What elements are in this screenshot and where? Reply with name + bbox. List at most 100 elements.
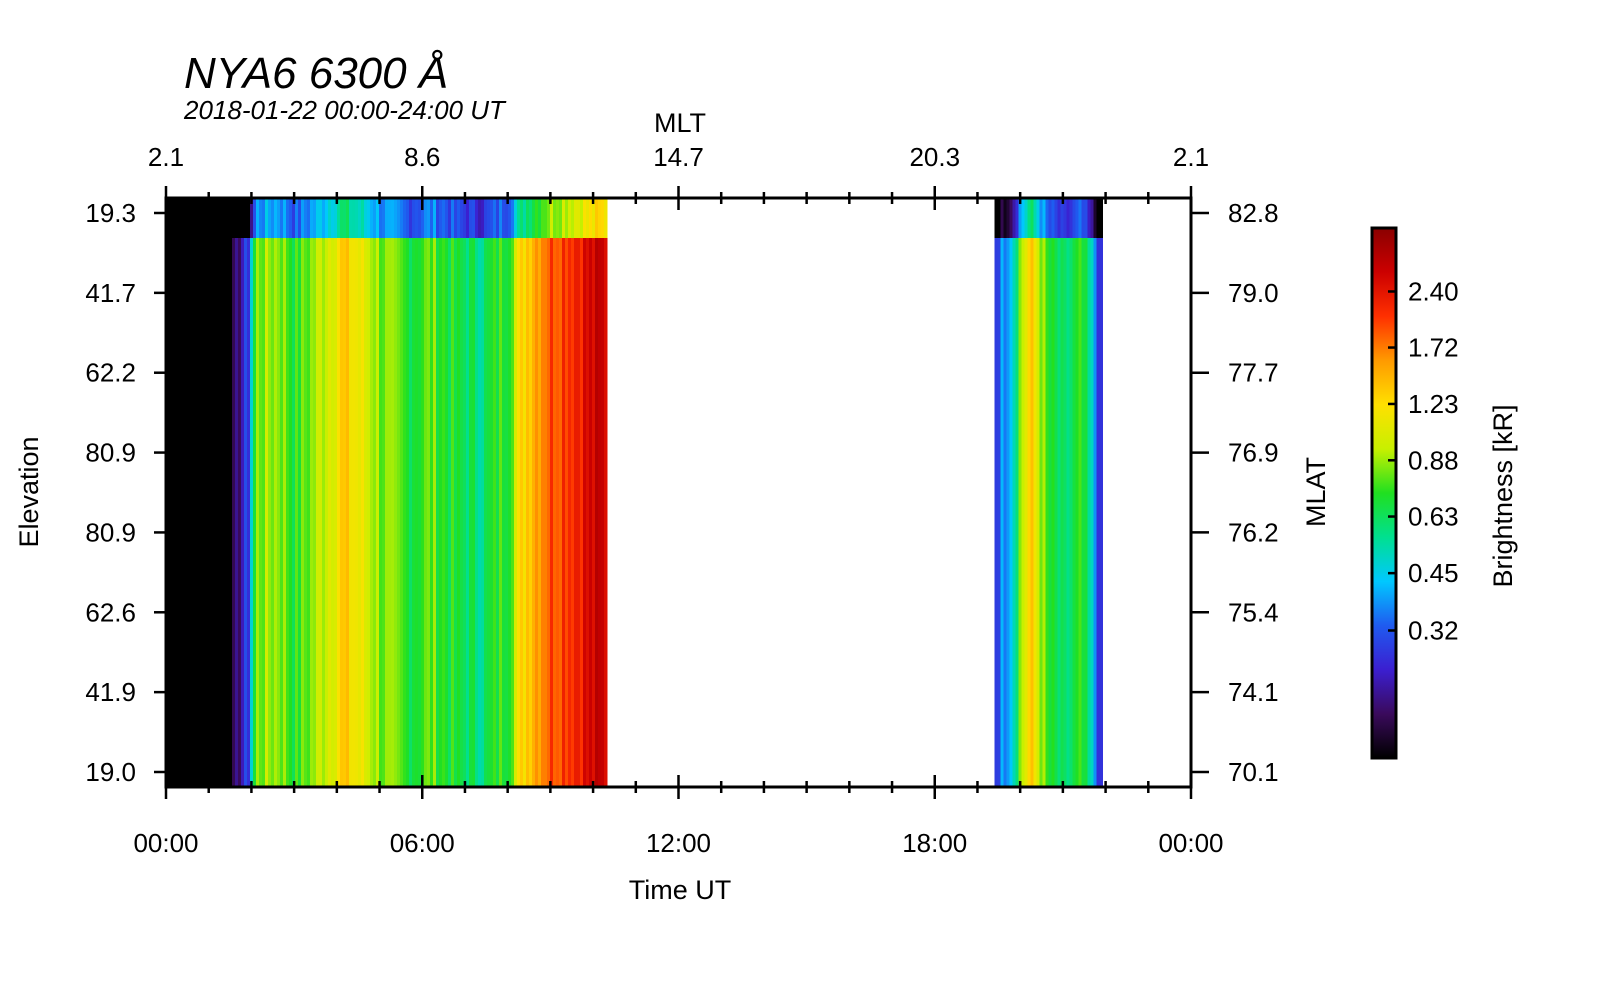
keogram-strip-edge: [445, 198, 449, 238]
keogram-strip: [436, 198, 440, 787]
keogram-strip-edge: [298, 198, 302, 238]
keogram-strip-edge: [1012, 198, 1016, 238]
keogram-strip-edge: [364, 198, 368, 238]
keogram-strip: [184, 198, 188, 787]
keogram-strip: [1078, 198, 1082, 787]
keogram-strip: [196, 198, 200, 787]
keogram-strip: [583, 198, 587, 787]
keogram-strip-edge: [526, 198, 530, 238]
keogram-strip: [283, 198, 287, 787]
keogram-strip-edge: [244, 198, 248, 238]
keogram-strip-edge: [499, 198, 503, 238]
keogram-strip-edge: [406, 198, 410, 238]
keogram-strip-edge: [1048, 198, 1052, 238]
right-axis-title: MLAT: [1301, 457, 1331, 527]
keogram-strip-edge: [604, 198, 608, 238]
keogram-strip: [472, 198, 476, 787]
keogram-strip-edge: [1006, 198, 1010, 238]
right-tick-label: 82.8: [1228, 198, 1279, 228]
keogram-strip-edge: [1078, 198, 1082, 238]
keogram-image: [166, 198, 1103, 787]
colorbar-tick-label: 1.23: [1408, 389, 1459, 419]
keogram-strip-edge: [514, 198, 518, 238]
keogram-strip-edge: [1009, 198, 1013, 238]
keogram-strip-edge: [1084, 198, 1088, 238]
keogram-strip: [1060, 198, 1064, 787]
keogram-strip: [601, 198, 605, 787]
keogram-strip: [304, 198, 308, 787]
left-tick-label: 80.9: [85, 438, 136, 468]
keogram-strip-edge: [1015, 198, 1019, 238]
keogram-strip-edge: [412, 198, 416, 238]
keogram-strip-edge: [229, 198, 233, 238]
keogram-strip-edge: [223, 198, 227, 238]
keogram-strip: [589, 198, 593, 787]
keogram-strip: [439, 198, 443, 787]
left-tick-label: 19.0: [85, 757, 136, 787]
keogram-strip: [481, 198, 485, 787]
keogram-strip-edge: [448, 198, 452, 238]
keogram-strip-edge: [385, 198, 389, 238]
keogram-strip-edge: [340, 198, 344, 238]
keogram-strip: [529, 198, 533, 787]
keogram-strip: [343, 198, 347, 787]
keogram-strip-edge: [415, 198, 419, 238]
colorbar-title: Brightness [kR]: [1488, 404, 1518, 587]
keogram-strip-edge: [355, 198, 359, 238]
keogram-strip: [361, 198, 365, 787]
keogram-strip-edge: [1027, 198, 1031, 238]
colorbar-ticks: 0.32 0.45 0.63 0.88 1.23 1.72 2.40: [1388, 276, 1459, 646]
colorbar-tick-label: 1.72: [1408, 333, 1459, 363]
keogram-strip-edge: [565, 198, 569, 238]
keogram-strip: [478, 198, 482, 787]
keogram-strip: [337, 198, 341, 787]
keogram-strip: [1084, 198, 1088, 787]
keogram-strip: [307, 198, 311, 787]
keogram-strip-edge: [544, 198, 548, 238]
keogram-strip-edge: [283, 198, 287, 238]
left-tick-label: 62.2: [85, 358, 136, 388]
keogram-strip-edge: [421, 198, 425, 238]
keogram-strip: [550, 198, 554, 787]
keogram-strip: [409, 198, 413, 787]
keogram-strip-edge: [175, 198, 179, 238]
keogram-strip-edge: [250, 198, 254, 238]
keogram-strip-edge: [1054, 198, 1058, 238]
keogram-strip-edge: [202, 198, 206, 238]
keogram-strip: [220, 198, 224, 787]
keogram-strip-edge: [451, 198, 455, 238]
keogram-strip-edge: [181, 198, 185, 238]
keogram-strip: [1063, 198, 1067, 787]
keogram-strip: [1036, 198, 1040, 787]
keogram-strip-edge: [601, 198, 605, 238]
keogram-strip-edge: [541, 198, 545, 238]
keogram-strip-edge: [253, 198, 257, 238]
left-tick-label: 19.3: [85, 198, 136, 228]
keogram-strip-edge: [475, 198, 479, 238]
right-tick-label: 76.2: [1228, 517, 1279, 547]
keogram-strip-edge: [346, 198, 350, 238]
keogram-strip-edge: [232, 198, 236, 238]
keogram-strip-edge: [226, 198, 230, 238]
keogram-strip: [178, 198, 182, 787]
keogram-strip: [1030, 198, 1034, 787]
keogram-strip: [430, 198, 434, 787]
keogram-strip: [1066, 198, 1070, 787]
keogram-strip-edge: [538, 198, 542, 238]
top-tick-label: 2.1: [1173, 142, 1209, 172]
keogram-strip: [1000, 198, 1004, 787]
keogram-strip-edge: [322, 198, 326, 238]
keogram-strip: [385, 198, 389, 787]
keogram-strip-edge: [400, 198, 404, 238]
keogram-strip: [250, 198, 254, 787]
keogram-strip: [355, 198, 359, 787]
keogram-strip-edge: [373, 198, 377, 238]
top-tick-label: 14.7: [653, 142, 704, 172]
keogram-strip: [193, 198, 197, 787]
left-tick-label: 41.7: [85, 278, 136, 308]
keogram-strip-edge: [1063, 198, 1067, 238]
keogram-strip-edge: [571, 198, 575, 238]
keogram-strip-edge: [472, 198, 476, 238]
keogram-strip: [415, 198, 419, 787]
keogram-strip: [442, 198, 446, 787]
